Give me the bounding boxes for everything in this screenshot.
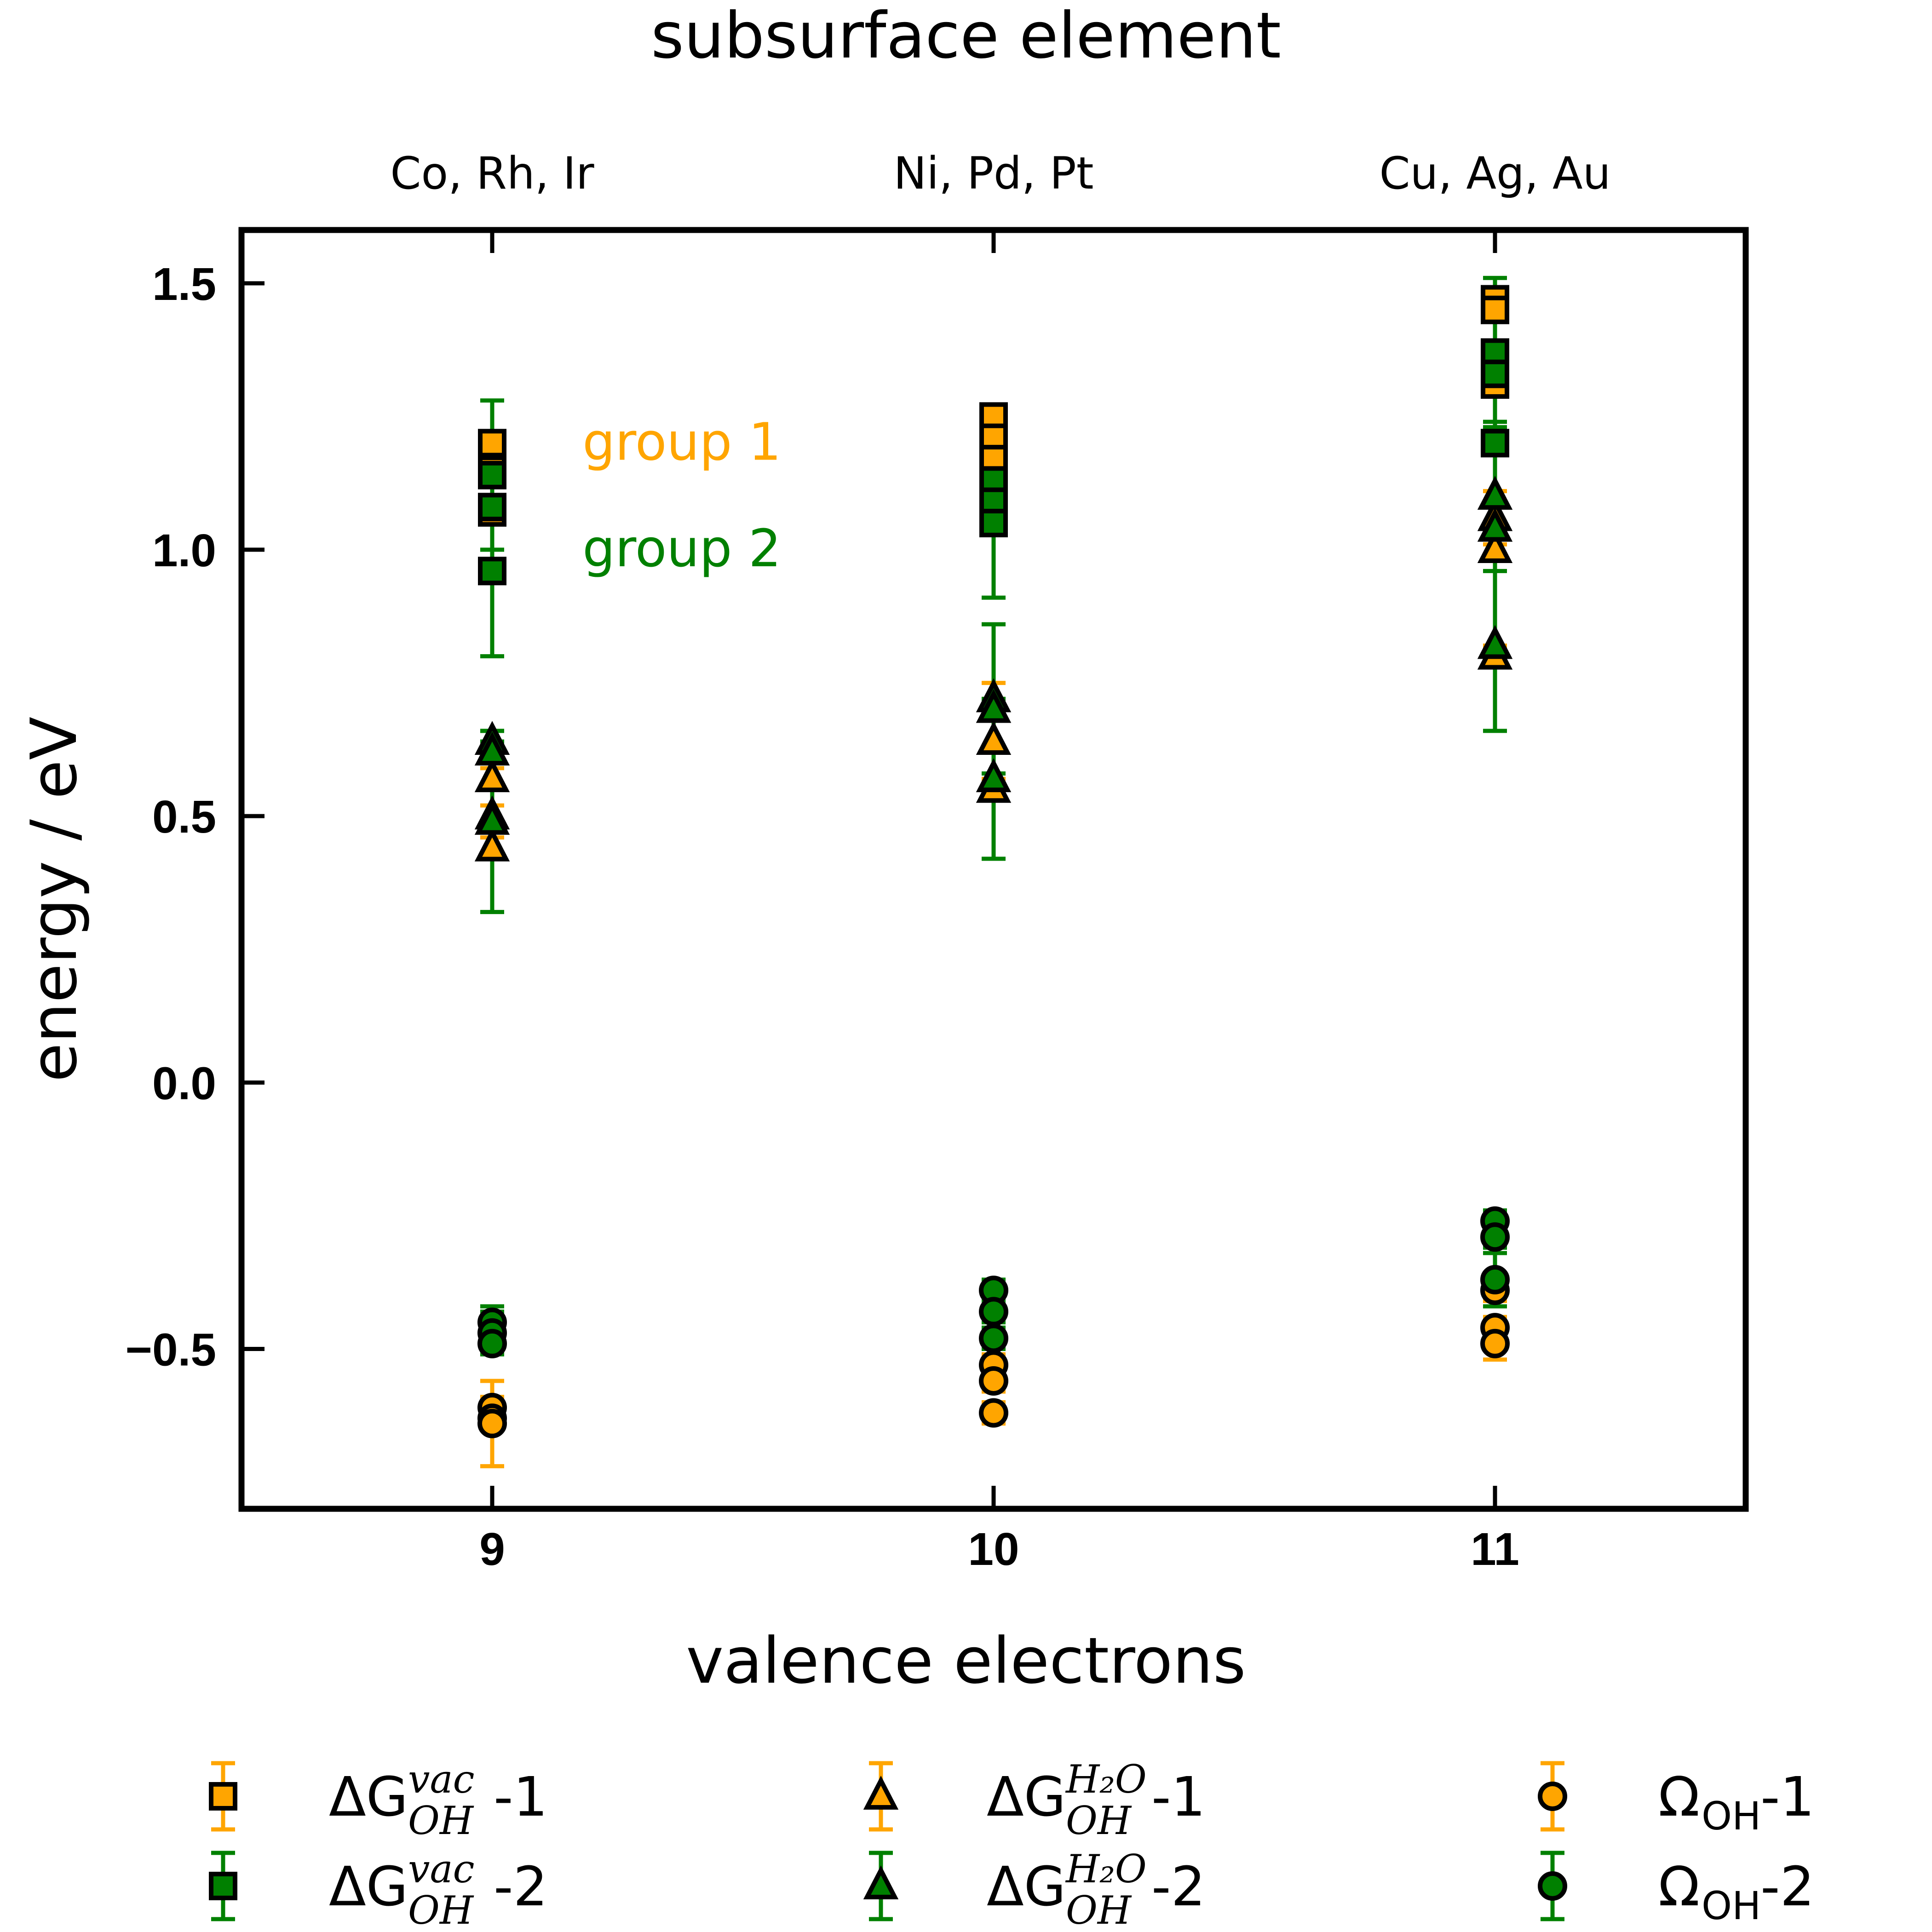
data-point-circle (979, 1297, 1008, 1327)
data-point-triangle (1477, 529, 1513, 563)
legend-marker-triangle (863, 1865, 899, 1899)
data-point-circle (979, 1398, 1008, 1428)
legend-label-sup: H₂O (1065, 1846, 1147, 1892)
legend-label-sup: H₂O (1065, 1757, 1147, 1802)
data-point-triangle (474, 731, 510, 766)
legend-label-base: Ω (1658, 1765, 1700, 1828)
legend-item: Ω OH-1 (1538, 1761, 1815, 1839)
data-point-triangle (1477, 476, 1513, 510)
legend-label-base: ΔG (987, 1855, 1066, 1918)
legend-label-sub: OH (1066, 1888, 1132, 1932)
data-point-triangle (976, 689, 1012, 723)
data-points (474, 285, 1513, 1438)
legend-label-suffix: -1 (494, 1765, 548, 1828)
y-tick-label: 0.5 (152, 791, 216, 843)
legend-label-suffix: -1 (1760, 1765, 1815, 1828)
legend-marker-square (209, 1872, 237, 1900)
chart-title: subsurface element (651, 0, 1281, 73)
data-point-triangle (474, 758, 510, 793)
data-point-triangle (474, 800, 510, 835)
top-tick-label: Ni, Pd, Pt (894, 148, 1094, 199)
top-tick-label: Cu, Ag, Au (1379, 148, 1610, 199)
legend-label-base: ΔG (329, 1765, 408, 1828)
legend-label-suffix: -2 (494, 1855, 548, 1918)
x-tick-label: 10 (968, 1524, 1019, 1575)
y-tick-label: −0.5 (126, 1324, 216, 1376)
data-point-triangle (976, 721, 1012, 755)
legend-marker-circle (1538, 1782, 1567, 1811)
data-point-square (478, 460, 506, 489)
data-point-circle (1480, 1328, 1510, 1358)
data-point-square (979, 509, 1008, 538)
legend-label-suffix: -2 (1760, 1855, 1815, 1918)
y-tick-label: 0.0 (152, 1058, 216, 1109)
legend-label-suffix: -2 (1151, 1855, 1206, 1918)
x-axis-label: valence electrons (686, 1624, 1246, 1698)
data-point-square (1481, 429, 1509, 458)
data-point-triangle (474, 827, 510, 862)
y-tick-label: 1.0 (152, 525, 216, 576)
data-point-triangle (976, 758, 1012, 793)
y-axis-label: energy / eV (17, 717, 91, 1082)
data-point-square (478, 557, 506, 586)
legend-label-base: Ω (1658, 1855, 1700, 1918)
legend-label-sup: vac (408, 1846, 475, 1892)
legend-item: Ω OH-2 (1538, 1851, 1815, 1928)
annotation: group 1 (582, 412, 781, 472)
legend-label-base: ΔG (329, 1855, 408, 1918)
legend-label-sub: OH (1702, 1794, 1761, 1839)
data-point-circle (477, 1409, 507, 1438)
legend-label-sup: vac (408, 1757, 475, 1802)
data-point-square (1481, 359, 1509, 388)
legend-marker-square (209, 1782, 237, 1811)
data-point-square (1481, 295, 1509, 324)
legend-label-sub: OH (408, 1798, 474, 1843)
legend-label-sub: OH (1702, 1883, 1761, 1928)
top-tick-label: Co, Rh, Ir (390, 148, 594, 199)
y-tick-label: 1.5 (152, 259, 216, 310)
data-point-triangle (1477, 507, 1513, 542)
data-point-circle (1480, 1222, 1510, 1252)
x-tick-label: 11 (1471, 1524, 1519, 1575)
legend-label-sub: OH (408, 1888, 474, 1932)
data-point-circle (979, 1366, 1008, 1396)
annotation: group 2 (582, 519, 781, 579)
legend-label-sub: OH (1066, 1798, 1132, 1843)
data-point-circle (477, 1328, 507, 1358)
legend-marker-circle (1538, 1871, 1567, 1901)
legend-label-suffix: -1 (1151, 1765, 1206, 1828)
data-point-square (478, 429, 506, 458)
data-point-square (478, 493, 506, 522)
x-tick-label: 9 (479, 1524, 505, 1575)
data-point-circle (1480, 1265, 1510, 1294)
data-point-circle (979, 1323, 1008, 1353)
legend-label-base: ΔG (987, 1765, 1066, 1828)
data-point-triangle (1477, 625, 1513, 659)
legend-marker-triangle (863, 1776, 899, 1810)
